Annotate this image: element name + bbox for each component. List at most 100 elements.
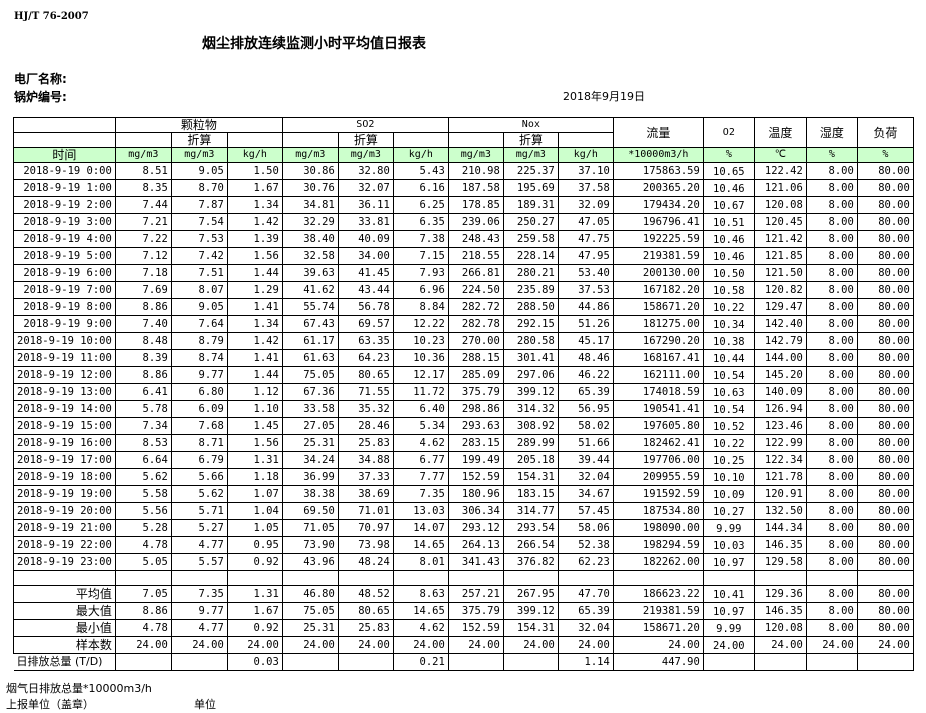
data-cell: 4.62 [392, 434, 449, 452]
data-cell: 24.00 [281, 636, 339, 654]
data-cell: 80.00 [856, 502, 914, 520]
table-row-label: 2018-9-19 10:00 [13, 332, 116, 350]
data-cell: 10.22 [702, 434, 755, 452]
data-cell [281, 653, 339, 671]
data-cell: 5.58 [114, 485, 172, 503]
data-cell: 41.45 [337, 264, 394, 282]
data-cell: 48.24 [337, 553, 394, 571]
data-cell: 8.00 [805, 519, 858, 537]
data-cell: 32.80 [337, 162, 394, 180]
data-cell: 8.35 [114, 179, 172, 197]
data-cell: 183.15 [502, 485, 559, 503]
data-cell: 197706.00 [612, 451, 704, 469]
data-cell: 5.57 [170, 553, 228, 571]
header-blank [114, 132, 172, 148]
data-cell: 24.00 [447, 636, 504, 654]
data-cell: 219381.59 [612, 247, 704, 265]
data-cell: 12.17 [392, 366, 449, 384]
data-cell: 5.34 [392, 417, 449, 435]
data-cell: 6.77 [392, 451, 449, 469]
data-cell: 121.42 [753, 230, 807, 248]
data-cell: 239.06 [447, 213, 504, 231]
blank-row [13, 570, 914, 586]
data-cell: 36.99 [281, 468, 339, 486]
footer-signature-line: 上报单位（盖章） 单位 [6, 697, 914, 713]
data-cell: 267.95 [502, 585, 559, 603]
stats-row: 样本数 24.00 24.00 24.00 24.00 24.00 24.00 24.00 24… [13, 636, 914, 654]
data-cell: 1.39 [226, 230, 283, 248]
data-cell: 140.09 [753, 383, 807, 401]
data-cell: 8.00 [805, 619, 858, 637]
table-row-label: 2018-9-19 6:00 [13, 264, 116, 282]
data-cell: 5.28 [114, 519, 172, 537]
data-cell: 58.02 [557, 417, 614, 435]
data-cell: 10.34 [702, 315, 755, 333]
table-row-label: 2018-9-19 3:00 [13, 213, 116, 231]
data-cell: 7.34 [114, 417, 172, 435]
data-cell: 10.97 [702, 602, 755, 620]
data-cell: 38.40 [281, 230, 339, 248]
data-cell: 5.56 [114, 502, 172, 520]
empty-cell [856, 570, 914, 586]
data-cell: 32.07 [337, 179, 394, 197]
data-cell: 293.12 [447, 519, 504, 537]
data-cell: 8.00 [805, 196, 858, 214]
data-cell: 8.00 [805, 349, 858, 367]
table-row: 2018-9-19 18:00 5.62 5.66 1.18 36.99 37.33 7.7… [13, 468, 914, 486]
data-cell: 8.00 [805, 213, 858, 231]
data-cell: 47.75 [557, 230, 614, 248]
data-cell: 122.42 [753, 162, 807, 180]
data-cell: 10.27 [702, 502, 755, 520]
data-cell: 289.99 [502, 434, 559, 452]
data-cell: 8.00 [805, 366, 858, 384]
data-cell: 10.97 [702, 553, 755, 571]
data-cell: 41.62 [281, 281, 339, 299]
data-cell [856, 653, 914, 671]
data-cell: 47.95 [557, 247, 614, 265]
data-cell: 1.42 [226, 332, 283, 350]
data-cell: 121.06 [753, 179, 807, 197]
table-row-label: 2018-9-19 19:00 [13, 485, 116, 503]
stats-row: 最小值 4.78 4.77 0.92 25.31 25.83 4.62 152.59 154.3… [13, 619, 914, 637]
empty-cell [226, 570, 283, 586]
data-cell: 9.05 [170, 298, 228, 316]
data-cell: 8.00 [805, 585, 858, 603]
data-cell: 12.22 [392, 315, 449, 333]
data-cell: 292.15 [502, 315, 559, 333]
data-cell: 282.78 [447, 315, 504, 333]
data-cell: 146.35 [753, 602, 807, 620]
header-blank [226, 132, 283, 148]
data-cell: 225.37 [502, 162, 559, 180]
empty-cell [337, 570, 394, 586]
data-cell: 123.46 [753, 417, 807, 435]
data-cell: 10.44 [702, 349, 755, 367]
data-cell: 48.46 [557, 349, 614, 367]
data-cell: 121.85 [753, 247, 807, 265]
data-cell: 8.00 [805, 451, 858, 469]
data-cell: 34.88 [337, 451, 394, 469]
data-cell: 33.81 [337, 213, 394, 231]
header-blank [281, 132, 339, 148]
data-cell: 7.64 [170, 315, 228, 333]
data-cell: 24.00 [612, 636, 704, 654]
data-cell: 65.39 [557, 602, 614, 620]
data-cell: 7.51 [170, 264, 228, 282]
data-cell: 37.10 [557, 162, 614, 180]
data-cell: 56.78 [337, 298, 394, 316]
data-cell: 121.50 [753, 264, 807, 282]
data-cell: 80.00 [856, 468, 914, 486]
data-cell: 285.09 [447, 366, 504, 384]
header-nox-converted: 折算 [502, 132, 559, 148]
data-cell: 38.69 [337, 485, 394, 503]
data-cell: 1.41 [226, 349, 283, 367]
data-cell: 8.00 [805, 485, 858, 503]
data-cell: 80.00 [856, 366, 914, 384]
data-cell: 8.00 [805, 553, 858, 571]
data-cell: 297.06 [502, 366, 559, 384]
table-row-label: 2018-9-19 20:00 [13, 502, 116, 520]
data-cell: 65.39 [557, 383, 614, 401]
unit-label: 单位 [194, 698, 216, 711]
table-row-label: 2018-9-19 15:00 [13, 417, 116, 435]
data-cell: 71.05 [281, 519, 339, 537]
data-cell: 10.54 [702, 366, 755, 384]
